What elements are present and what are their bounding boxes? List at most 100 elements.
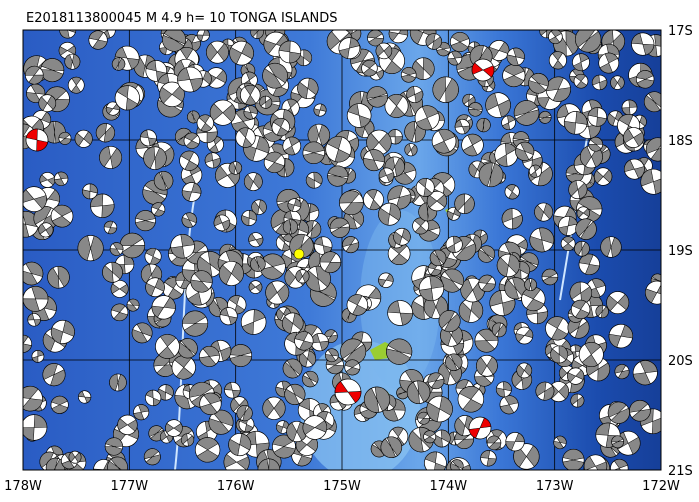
latitude-label: 19S <box>668 244 693 259</box>
beachball-quadrant <box>305 172 323 189</box>
beachball <box>27 313 41 327</box>
beachball <box>632 360 658 386</box>
beachball-quadrant <box>515 141 535 161</box>
beachball <box>486 435 502 451</box>
beachball <box>474 328 499 353</box>
beachball-quadrant <box>574 240 590 257</box>
beachball <box>133 404 150 421</box>
beachball <box>366 129 392 156</box>
beachball-quadrant <box>471 62 495 78</box>
beachball <box>144 247 162 265</box>
beachball-quadrant <box>568 180 588 199</box>
beachball <box>281 312 304 335</box>
beachball-quadrant <box>204 152 221 169</box>
beachball <box>488 40 510 61</box>
beachball <box>404 143 418 157</box>
beachball-quadrant <box>224 382 241 399</box>
beachball <box>611 435 625 449</box>
beachball <box>171 355 196 380</box>
beachball <box>235 127 256 148</box>
beachball <box>387 129 403 145</box>
beachball-quadrant <box>23 334 32 353</box>
beachball <box>38 222 54 238</box>
beachball-quadrant <box>325 348 339 362</box>
beachball-quadrant <box>644 91 661 112</box>
beachball <box>38 94 57 112</box>
beachball-quadrant <box>587 107 607 127</box>
beachball <box>575 30 602 53</box>
beachball-quadrant <box>126 298 140 312</box>
beachball <box>478 274 496 293</box>
beachball <box>183 132 201 149</box>
beachball <box>119 232 146 259</box>
beachball <box>47 266 70 289</box>
beachball-quadrant <box>23 414 48 441</box>
beachball-quadrant <box>342 236 360 253</box>
beachball-quadrant <box>143 448 161 466</box>
beachball-quadrant <box>295 269 310 283</box>
beachball <box>548 51 567 70</box>
beachball <box>568 180 588 200</box>
beachball <box>284 383 306 405</box>
beachball-quadrant <box>153 171 174 191</box>
beachball-quadrant <box>548 30 562 44</box>
beachball <box>325 136 352 163</box>
beachball-quadrant <box>119 232 145 259</box>
beachball-quadrant <box>206 42 229 62</box>
beachball-quadrant <box>162 30 186 52</box>
beachball <box>346 103 372 128</box>
beachball-quadrant <box>529 227 555 253</box>
beachball <box>363 386 391 413</box>
beachball-quadrant <box>567 369 585 383</box>
beachball-quadrant <box>478 274 496 292</box>
beachball-quadrant <box>25 65 44 85</box>
beachball <box>110 303 129 322</box>
beachball <box>342 236 360 254</box>
beachball <box>610 75 625 90</box>
longitude-label: 172W <box>642 479 680 494</box>
beachball-quadrant <box>553 435 567 449</box>
beachball <box>501 208 523 230</box>
beachball <box>578 253 600 276</box>
beachball-quadrant <box>250 256 266 272</box>
beachball <box>545 316 570 341</box>
beachball-quadrant <box>259 95 273 109</box>
beachball-quadrant <box>326 136 351 163</box>
beachball-quadrant <box>151 296 176 318</box>
beachball-quadrant <box>599 52 619 74</box>
beachball-quadrant <box>501 115 516 130</box>
beachball <box>591 74 608 91</box>
beachball-quadrant <box>82 183 98 200</box>
beachball <box>501 115 516 131</box>
beachball-quadrant <box>78 390 92 404</box>
beachball-quadrant <box>302 420 327 435</box>
beachball-quadrant <box>51 205 73 228</box>
beachball <box>528 73 549 94</box>
beachball <box>429 249 447 267</box>
beachball <box>145 277 165 298</box>
beachball <box>614 364 630 380</box>
beachball <box>491 322 507 338</box>
beachball <box>623 127 644 148</box>
beachball-quadrant <box>196 30 210 42</box>
beachball <box>635 70 655 89</box>
beachball <box>445 235 463 253</box>
beachball <box>387 242 411 266</box>
beachball <box>248 280 263 294</box>
beachball <box>282 136 302 156</box>
beachball-quadrant <box>418 275 444 301</box>
beachball-quadrant <box>623 128 644 147</box>
beachball <box>535 381 555 401</box>
beachball <box>228 161 243 175</box>
beachball-quadrant <box>427 372 445 390</box>
beachball <box>302 141 326 165</box>
beachball <box>569 281 593 305</box>
beachball <box>485 92 511 118</box>
beachball-quadrant <box>198 114 212 132</box>
beachball <box>206 40 229 64</box>
map-frame <box>22 29 662 471</box>
beachball-quadrant <box>404 143 418 156</box>
beachball-quadrant <box>344 359 360 376</box>
beachball <box>541 268 559 286</box>
beachball <box>45 457 66 470</box>
